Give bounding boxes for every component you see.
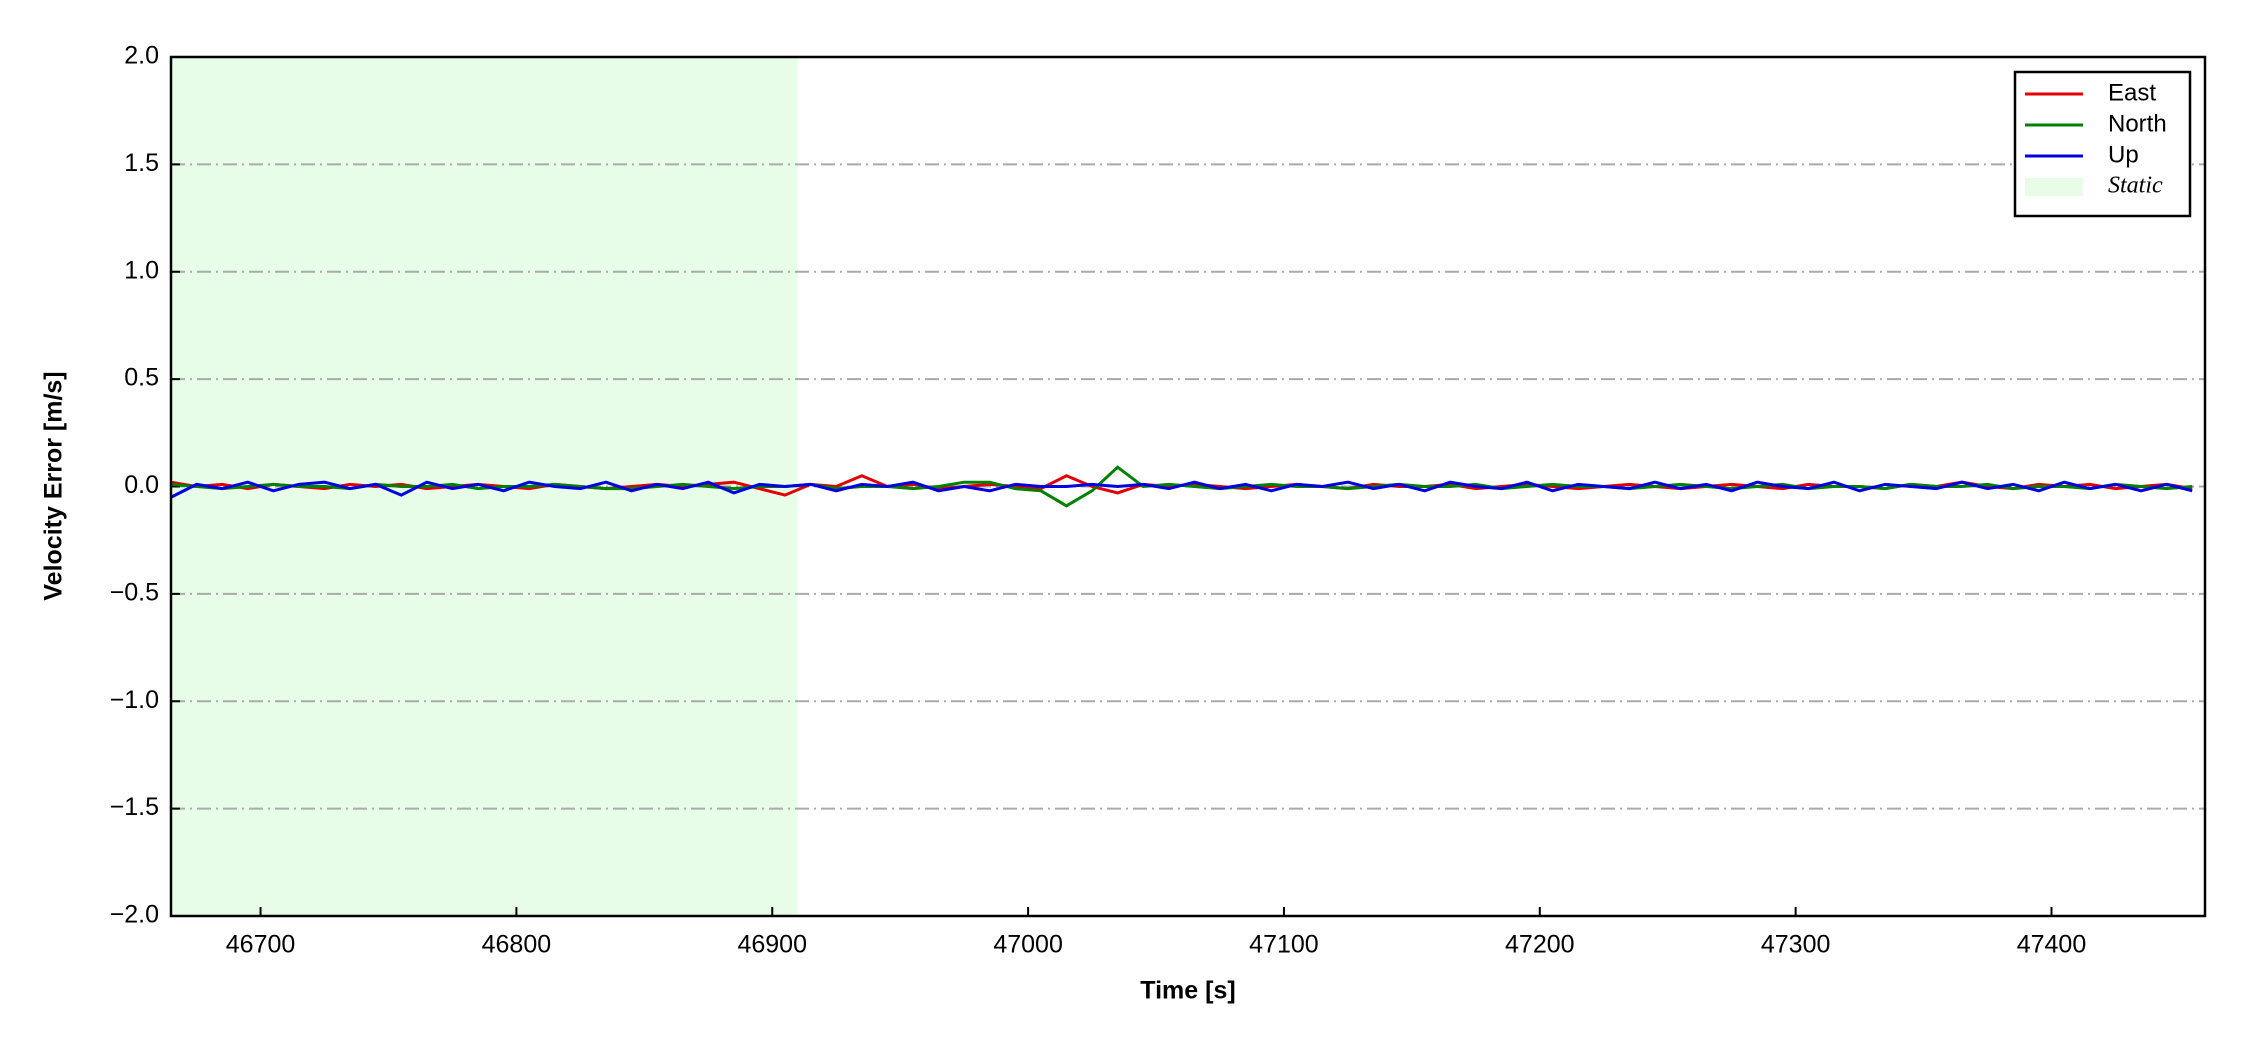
x-tick-label: 47300 [1761, 931, 1831, 959]
x-tick-label: 47000 [993, 931, 1063, 959]
legend-label: North [2108, 110, 2167, 137]
x-tick-label: 46800 [482, 931, 552, 959]
legend-swatch [2025, 178, 2083, 196]
legend-label: Up [2108, 141, 2139, 168]
x-axis-label: Time [s] [1140, 977, 1235, 1005]
x-tick-label: 47200 [1505, 931, 1575, 959]
y-tick-label: 1.5 [124, 149, 159, 177]
x-tick-label: 46900 [737, 931, 807, 959]
y-axis-label: Velocity Error [m/s] [40, 371, 68, 600]
x-tick-label: 47100 [1249, 931, 1319, 959]
y-tick-label: 1.0 [124, 256, 159, 284]
y-tick-label: 0.0 [124, 471, 159, 499]
y-tick-label: −2.0 [110, 901, 159, 929]
legend-box [2013, 70, 2192, 218]
x-tick-label: 46700 [226, 931, 296, 959]
legend-label: East [2108, 79, 2156, 106]
y-tick-label: 0.5 [124, 364, 159, 392]
y-tick-label: 2.0 [124, 42, 159, 70]
series-line [171, 480, 2193, 499]
y-tick-label: −0.5 [110, 578, 159, 606]
x-tick-label: 47400 [2017, 931, 2087, 959]
plot-frame [169, 55, 2207, 918]
y-tick-label: −1.0 [110, 686, 159, 714]
y-tick-label: −1.5 [110, 793, 159, 821]
legend-label: Static [2108, 173, 2163, 199]
